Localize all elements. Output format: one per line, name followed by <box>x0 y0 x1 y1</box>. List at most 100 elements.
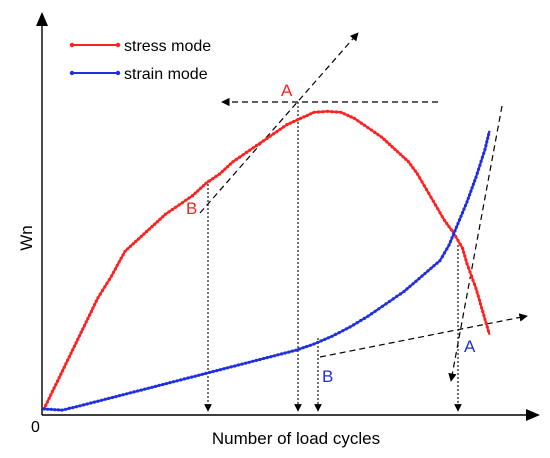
strain-mode-point <box>78 404 82 408</box>
stress-mode-point <box>201 184 205 188</box>
stress-mode-point <box>161 215 165 219</box>
stress-mode-point <box>44 403 48 407</box>
strain-mode-point <box>469 189 473 193</box>
legend-stress-label: stress mode <box>124 38 211 55</box>
stress-mode-point <box>214 174 218 178</box>
strain-mode-point <box>355 321 359 325</box>
strain-mode-point <box>42 407 46 411</box>
stress-mode-point <box>411 166 415 170</box>
strain-mode-point <box>475 171 479 175</box>
strain-mode-point <box>457 218 462 222</box>
stress-mode-point <box>238 155 242 159</box>
strain-mode-point <box>435 261 439 265</box>
stress-mode-point <box>91 306 95 310</box>
stress-mode-point <box>128 244 132 248</box>
strain-mode-point <box>366 314 370 318</box>
strain-mode-point <box>420 274 424 278</box>
stress-mode-point <box>153 222 157 226</box>
stress-mode-point <box>469 274 474 278</box>
strain-mode-point <box>398 292 402 296</box>
stress-mode-point <box>334 110 339 114</box>
stress-mode-point <box>393 147 397 151</box>
stress-mode-point <box>81 327 85 331</box>
stress-mode-point <box>477 298 481 302</box>
stress-mode-point <box>170 208 174 212</box>
strain-mode-point <box>244 361 248 365</box>
strain-mode-point <box>482 151 486 155</box>
strain-mode-point <box>483 147 487 151</box>
stress-mode-point <box>471 278 475 282</box>
strain-point-b-label: B <box>322 367 333 386</box>
strain-mode-point <box>64 407 68 411</box>
stress-mode-point <box>193 191 197 195</box>
stress-mode-point <box>390 145 394 149</box>
strain-mode-point <box>265 356 269 360</box>
stress-mode-point <box>309 112 313 116</box>
strain-mode-point <box>254 358 258 362</box>
strain-mode-point <box>229 365 233 369</box>
stress-mode-point <box>66 358 70 362</box>
strain-mode-point <box>164 382 168 386</box>
stress-mode-point <box>174 205 178 209</box>
stress-mode-point <box>433 203 438 207</box>
stress-mode-point <box>123 249 127 253</box>
stress-mode-point <box>463 254 467 258</box>
stress-mode-point <box>409 163 413 167</box>
stress-mode-point <box>422 184 426 188</box>
stress-mode-point <box>184 198 188 202</box>
stress-mode-point <box>330 110 334 114</box>
stress-mode-point <box>199 186 203 190</box>
strain-mode-point <box>323 337 327 341</box>
strain-mode-point <box>359 318 363 323</box>
stress-mode-point <box>248 148 252 152</box>
stress-mode-point <box>298 116 303 120</box>
stress-mode-point <box>82 323 87 328</box>
strain-mode-point <box>172 380 176 384</box>
strain-mode-point <box>258 357 262 362</box>
stress-mode-point <box>302 115 306 119</box>
stress-mode-point <box>356 119 360 123</box>
strain-mode-point <box>344 327 348 331</box>
strain-mode-point <box>222 367 226 371</box>
stress-mode-point <box>241 153 245 157</box>
annotations: A B A B <box>186 81 476 386</box>
strain-mode-point <box>337 331 341 335</box>
stress-mode-point <box>449 228 453 232</box>
stress-mode-point <box>121 253 125 257</box>
strain-mode-point <box>290 349 294 353</box>
strain-mode-point <box>193 374 197 378</box>
strain-mode-point <box>448 239 453 244</box>
legend-stress-marker <box>69 42 75 48</box>
stress-mode-point <box>109 274 114 278</box>
strain-mode-point <box>341 329 345 333</box>
stress-mode-point <box>69 351 73 355</box>
strain-mode-point <box>118 394 122 398</box>
strain-mode-point <box>487 132 491 137</box>
stress-mode-point <box>481 310 485 314</box>
stress-mode-point <box>64 362 68 366</box>
stress-mode-point <box>420 180 424 184</box>
stress-mode-point <box>325 109 330 113</box>
strain-mode-point <box>114 395 118 399</box>
stress-mode-point <box>474 286 478 290</box>
stress-mode-point <box>258 141 262 145</box>
stress-mode-point <box>76 337 80 341</box>
legend: stress mode strain mode <box>69 38 211 83</box>
stress-mode-point <box>483 317 487 321</box>
stress-mode-point <box>115 263 119 267</box>
strain-mode-point <box>197 373 201 377</box>
stress-mode-point <box>295 118 299 122</box>
stress-mode-point <box>244 150 249 154</box>
stress-tangent-line <box>199 32 359 214</box>
stress-mode-point <box>475 290 479 294</box>
strain-mode-point <box>463 203 468 208</box>
strain-mode-point <box>139 388 143 392</box>
stress-mode-point <box>436 207 440 211</box>
stress-mode-point <box>458 242 462 246</box>
strain-mode-point <box>287 350 291 354</box>
strain-mode-point <box>326 336 330 340</box>
stress-mode-point <box>476 294 480 298</box>
stress-mode-point <box>485 325 489 329</box>
stress-mode-point <box>196 189 200 193</box>
guide-lines <box>199 32 528 412</box>
